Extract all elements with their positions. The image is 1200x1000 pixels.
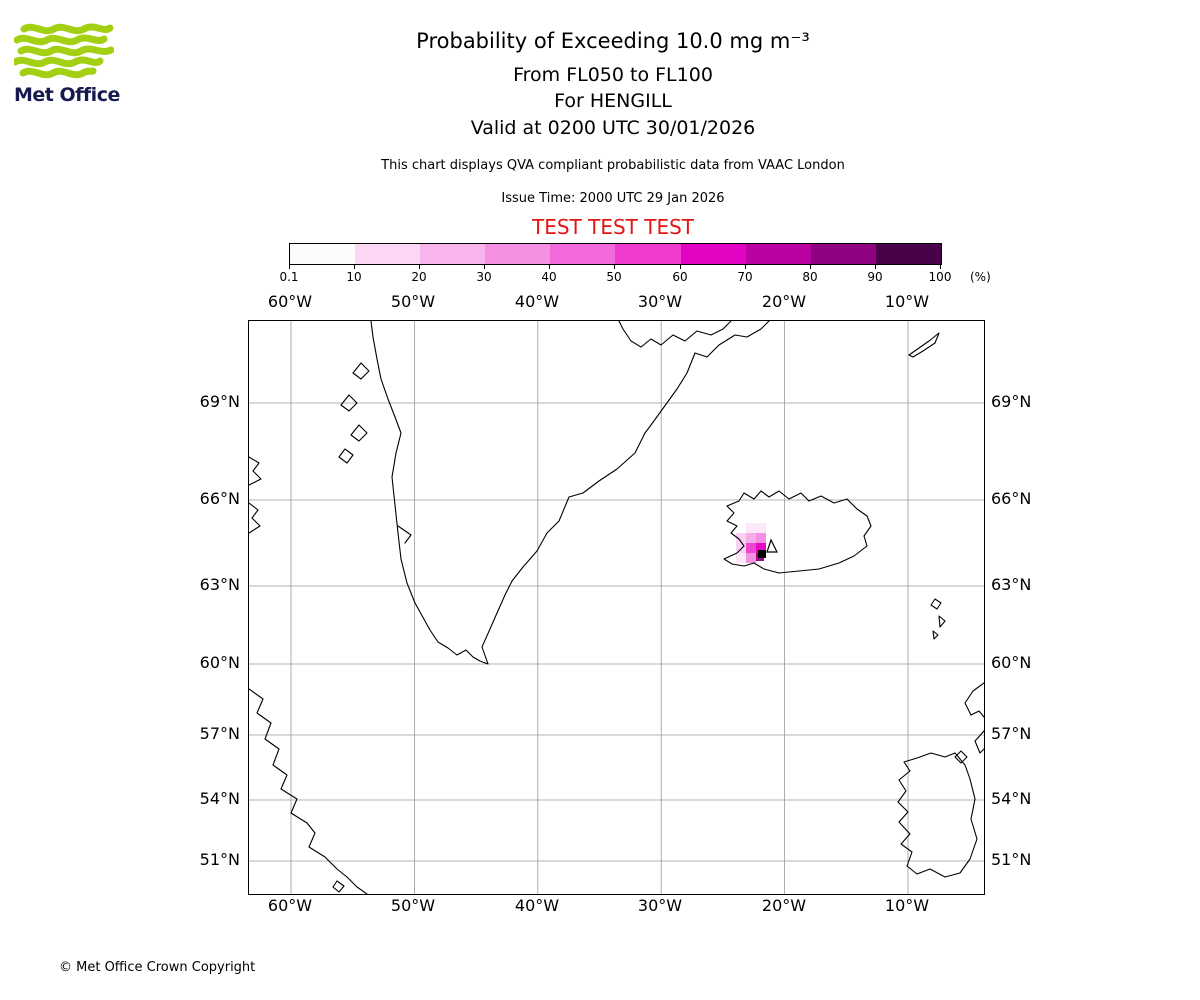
chart-title: Probability of Exceeding 10.0 mg m⁻³ [416, 29, 810, 53]
colorbar-unit: (%) [970, 270, 991, 284]
colorbar-tick [354, 265, 355, 269]
coast-jan-mayen [908, 332, 940, 358]
lon-label-bottom: 20°W [761, 896, 807, 915]
colorbar-tick-label: 50 [606, 270, 622, 284]
colorbar-tick [680, 265, 681, 269]
ash-cell [746, 533, 756, 543]
subtitle-valid-time: Valid at 0200 UTC 30/01/2026 [470, 117, 756, 139]
coast-iceland [723, 490, 872, 574]
lat-label-right: 54°N [991, 789, 1032, 808]
colorbar-segment [290, 244, 356, 264]
ash-cell [746, 523, 756, 533]
coast-greenland [370, 320, 770, 665]
ash-cell [746, 543, 756, 553]
lon-label-top: 50°W [390, 292, 436, 311]
lat-label-left: 54°N [199, 789, 240, 808]
lat-label-right: 60°N [991, 653, 1032, 672]
graticule [249, 321, 984, 894]
colorbar-tick [289, 265, 290, 269]
lon-label-top: 20°W [761, 292, 807, 311]
coast-labrador [248, 688, 368, 895]
coast-ireland [897, 752, 978, 878]
colorbar-tick-label: 70 [737, 270, 753, 284]
lat-label-right: 66°N [991, 489, 1032, 508]
colorbar-segment [680, 244, 746, 264]
colorbar-tick [484, 265, 485, 269]
lon-label-bottom: 40°W [514, 896, 560, 915]
colorbar-segment [550, 244, 616, 264]
map-canvas [248, 320, 985, 895]
lon-label-bottom: 50°W [390, 896, 436, 915]
colorbar-segment [420, 244, 486, 264]
subtitle-volcano: For HENGILL [554, 90, 672, 112]
colorbar-swatches [289, 243, 942, 265]
lat-label-left: 69°N [199, 392, 240, 411]
lon-label-top: 10°W [884, 292, 930, 311]
lon-label-bottom: 10°W [884, 896, 930, 915]
colorbar-tick-label: 90 [867, 270, 883, 284]
ash-cell [756, 543, 766, 553]
ash-cell [736, 533, 746, 543]
colorbar-tick-label: 20 [411, 270, 427, 284]
coast-baffin [248, 456, 262, 534]
colorbar-tick [810, 265, 811, 269]
colorbar-tick-label: 40 [541, 270, 557, 284]
colorbar-tick-label: 80 [802, 270, 818, 284]
map-area [248, 320, 985, 895]
coast-greenland-islands [338, 362, 412, 544]
test-banner: TEST TEST TEST [531, 215, 695, 239]
lat-label-right: 57°N [991, 724, 1032, 743]
met-office-logo: Met Office [11, 22, 134, 106]
coast-faroes [930, 598, 946, 640]
lon-label-top: 60°W [267, 292, 313, 311]
lat-label-left: 63°N [199, 575, 240, 594]
logo-waves-icon [11, 23, 115, 79]
colorbar-segment [485, 244, 551, 264]
qva-description: This chart displays QVA compliant probab… [381, 158, 845, 173]
colorbar-tick-label: 0.1 [279, 270, 299, 284]
logo-wordmark: Met Office [14, 84, 120, 106]
colorbar-tick [614, 265, 615, 269]
colorbar-tick [549, 265, 550, 269]
volcano-marker [758, 538, 778, 558]
lon-label-top: 40°W [514, 292, 560, 311]
subtitle-flight-levels: From FL050 to FL100 [513, 64, 713, 86]
lat-label-left: 66°N [199, 489, 240, 508]
lat-label-right: 51°N [991, 850, 1032, 869]
colorbar-segment [745, 244, 811, 264]
lat-label-right: 69°N [991, 392, 1032, 411]
colorbar-tick [940, 265, 941, 269]
lon-label-bottom: 60°W [267, 896, 313, 915]
colorbar-tick-label: 30 [476, 270, 492, 284]
lat-label-right: 63°N [991, 575, 1032, 594]
lon-label-top: 30°W [637, 292, 683, 311]
coastlines [248, 320, 985, 895]
lat-label-left: 60°N [199, 653, 240, 672]
colorbar-segment [810, 244, 876, 264]
colorbar-tick-label: 100 [928, 270, 952, 284]
ash-cell [746, 553, 756, 563]
colorbar-segment [355, 244, 421, 264]
colorbar-tick-label: 60 [672, 270, 688, 284]
colorbar-tick [745, 265, 746, 269]
coast-scotland [954, 682, 985, 764]
crown-copyright: © Met Office Crown Copyright [59, 960, 256, 975]
ash-cell [756, 533, 766, 543]
issue-time: Issue Time: 2000 UTC 29 Jan 2026 [501, 191, 725, 206]
ash-cell [736, 553, 746, 563]
lat-label-left: 51°N [199, 850, 240, 869]
coast-greenland-ne [618, 320, 732, 348]
ash-cell [736, 543, 746, 553]
colorbar-tick [875, 265, 876, 269]
colorbar-segment [615, 244, 681, 264]
colorbar-tick-label: 10 [346, 270, 362, 284]
colorbar-tick [419, 265, 420, 269]
lon-label-bottom: 30°W [637, 896, 683, 915]
colorbar-segment [875, 244, 941, 264]
lat-label-left: 57°N [199, 724, 240, 743]
ash-cell [756, 523, 766, 533]
